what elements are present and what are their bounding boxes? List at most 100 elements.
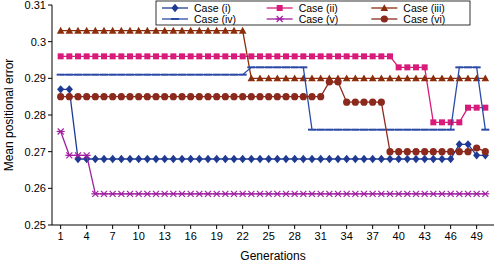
marker-stroke (422, 191, 428, 197)
series-marker (57, 74, 65, 76)
series-marker (178, 27, 186, 34)
series-marker (57, 85, 64, 93)
series-marker (109, 155, 116, 163)
series-marker (300, 93, 307, 100)
series-line (61, 132, 486, 194)
series-marker (403, 129, 411, 131)
x-tick (398, 225, 399, 229)
series-marker (126, 191, 134, 197)
series-marker (343, 155, 350, 163)
series-marker (317, 191, 325, 197)
series-marker (109, 191, 117, 197)
series-marker (273, 66, 281, 68)
series-marker (291, 93, 298, 100)
series-marker (361, 53, 367, 59)
series-marker (153, 53, 159, 59)
series-marker (109, 93, 116, 100)
marker-stroke (144, 191, 150, 197)
series-marker (135, 93, 142, 100)
series-marker (438, 129, 446, 131)
series-marker (369, 75, 377, 82)
marker-stroke (283, 191, 289, 197)
x-tick-label: 37 (367, 230, 379, 242)
legend-label: Case (iv) (194, 13, 236, 25)
series-marker (57, 129, 65, 135)
series-marker (256, 66, 264, 68)
series-marker (455, 66, 463, 68)
series-marker (196, 27, 204, 34)
series-marker (369, 155, 376, 163)
marker-stroke (188, 191, 194, 197)
legend-marker (276, 16, 284, 22)
y-axis-label: Mean positional error (2, 59, 16, 172)
marker-stroke (474, 191, 480, 197)
series-marker (75, 53, 81, 59)
x-tick-label: 22 (237, 230, 249, 242)
marker-stroke (361, 191, 367, 197)
legend: Case (i)Case (ii)Case (iii)Case (iv)Case… (156, 1, 470, 25)
marker-stroke (309, 191, 315, 197)
series-marker (230, 191, 238, 197)
series-marker (464, 66, 472, 68)
series-marker (266, 53, 272, 59)
series-line (61, 31, 486, 79)
x-tick-label: 7 (110, 230, 116, 242)
series-marker (152, 27, 160, 34)
series-marker (178, 191, 186, 197)
series-marker (83, 27, 91, 34)
marker-stroke (456, 191, 462, 197)
series-marker (291, 66, 299, 68)
series-marker (265, 75, 273, 82)
series-marker (195, 191, 203, 197)
series-marker (352, 99, 359, 106)
marker-stroke (205, 191, 211, 197)
marker-stroke (396, 191, 402, 197)
series-marker (170, 53, 176, 59)
series-marker (118, 155, 125, 163)
marker-stroke (58, 129, 64, 135)
x-tick (294, 225, 295, 229)
series-marker (282, 75, 290, 82)
series-marker (274, 53, 280, 59)
marker-stroke (404, 191, 410, 197)
x-tick (86, 225, 87, 229)
marker-stroke (335, 191, 341, 197)
marker-stroke (448, 191, 454, 197)
marker-stroke (214, 191, 220, 197)
marker-stroke (170, 191, 176, 197)
marker-stroke (75, 152, 81, 158)
series-marker (370, 53, 376, 59)
series-marker (188, 53, 194, 59)
series-marker (265, 191, 273, 197)
series-marker (448, 119, 454, 125)
y-tick (48, 78, 52, 79)
legend-marker (277, 5, 283, 11)
x-tick (372, 225, 373, 229)
marker-stroke (127, 191, 133, 197)
series-marker (456, 75, 464, 82)
marker-stroke (66, 152, 72, 158)
series-marker (360, 129, 368, 131)
series-marker (248, 155, 255, 163)
series-line (61, 67, 486, 129)
series-marker (126, 155, 133, 163)
series-marker (187, 27, 195, 34)
series-marker (317, 75, 325, 82)
series-marker (161, 27, 169, 34)
marker-stroke (274, 191, 280, 197)
series-marker (187, 155, 194, 163)
series-marker (325, 129, 333, 131)
series-marker (256, 155, 263, 163)
marker-stroke (92, 191, 98, 197)
series-marker (300, 155, 307, 163)
series-marker (230, 27, 238, 34)
series-marker (109, 74, 117, 76)
series-marker (352, 53, 358, 59)
series-marker (300, 53, 306, 59)
series-marker (456, 119, 462, 125)
series-marker (464, 75, 472, 82)
series-marker (144, 53, 150, 59)
series-marker (178, 155, 185, 163)
series-marker (308, 93, 315, 100)
series-marker (74, 93, 81, 100)
